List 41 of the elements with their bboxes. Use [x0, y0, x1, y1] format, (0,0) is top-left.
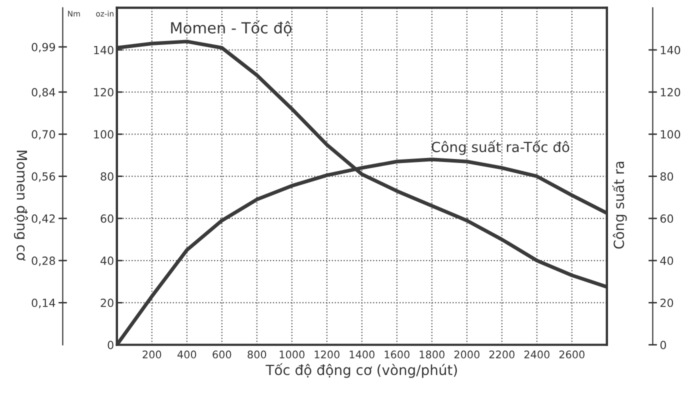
- y3-tick-label: 0,70: [32, 130, 56, 140]
- y-tick-label: 0: [108, 340, 114, 350]
- x-tick-label: 2400: [524, 350, 550, 358]
- y-tick-label: 120: [94, 88, 114, 96]
- y-tick-label: 80: [100, 172, 114, 181]
- x-tick-label: 1600: [384, 350, 410, 358]
- y-tick-label: 140: [94, 46, 114, 54]
- y2-tick-label: 0: [660, 340, 666, 350]
- y2-axis-title: Công suất ra: [612, 162, 627, 249]
- y2-tick-label: 40: [660, 256, 674, 265]
- y-tick-label: 40: [100, 256, 114, 265]
- x-tick-label: 200: [142, 350, 162, 358]
- y3-tick-label: 0,28: [32, 256, 56, 266]
- y2-tick-label: 140: [660, 46, 680, 54]
- x-tick-label: 1000: [280, 350, 304, 358]
- y-tick-label: 100: [94, 130, 114, 139]
- x-axis-title: Tốc độ động cơ (vòng/phút): [266, 363, 457, 378]
- x-tick-label: 2600: [559, 350, 584, 358]
- x-tick-label: 2200: [489, 350, 514, 358]
- x-tick-label: 2000: [454, 350, 480, 358]
- y-tick-label: 20: [100, 298, 114, 308]
- y3-tick-label: 0,14: [32, 298, 56, 308]
- x-tick-label: 1200: [314, 350, 340, 358]
- y3-tick-label: 0,84: [32, 88, 56, 98]
- y2-tick-label: 80: [660, 172, 674, 181]
- y2-tick-label: 20: [660, 298, 674, 308]
- x-tick-label: 1400: [350, 350, 374, 358]
- y2-tick-label: 100: [660, 130, 680, 139]
- annotation: Công suất ra-Tốc đô: [432, 140, 570, 155]
- x-tick-label: 400: [177, 350, 196, 358]
- y3-tick-label: 0,99: [32, 42, 56, 52]
- y2-tick-label: 60: [660, 214, 674, 223]
- y3-tick-label: 0,56: [32, 172, 56, 182]
- y-tick-label: 60: [100, 214, 114, 223]
- x-tick-label: 600: [212, 350, 232, 358]
- y3-tick-label: 0,42: [32, 214, 55, 224]
- y2-tick-label: 120: [660, 88, 680, 96]
- y-axis-title: Momen động cơ: [14, 150, 28, 260]
- x-tick-label: 800: [248, 350, 266, 358]
- x-tick-label: 1800: [420, 350, 444, 358]
- annotation: Momen - Tốc độ: [171, 20, 292, 36]
